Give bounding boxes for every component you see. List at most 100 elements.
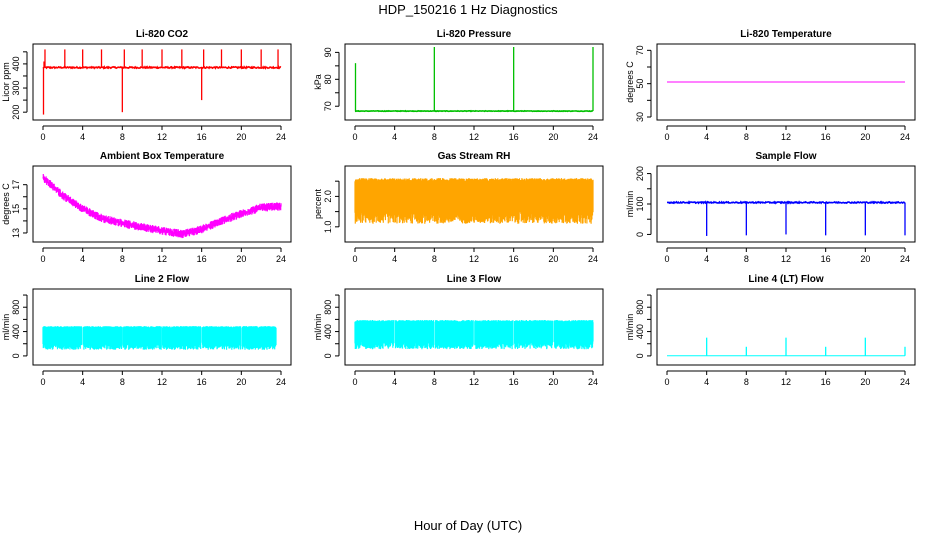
series-line xyxy=(42,49,282,115)
y-axis: 200 300 400 xyxy=(11,51,28,120)
x-tick-label: 20 xyxy=(236,132,246,142)
plot-frame xyxy=(32,288,292,366)
x-tick-label: 16 xyxy=(509,132,519,142)
x-tick-label: 8 xyxy=(744,254,749,264)
y-tick-label: 17 xyxy=(11,180,21,190)
plot-frame xyxy=(656,165,916,243)
x-tick-label: 20 xyxy=(548,377,558,387)
x-tick-label: 16 xyxy=(197,254,207,264)
panel-9: Line 4 (LT) Flow ml/min 0 4 8 12 16 20 24 0 400 800 xyxy=(625,274,916,387)
y-tick-label: 1.0 xyxy=(323,221,333,234)
panel-title: Sample Flow xyxy=(755,151,816,162)
y-tick-label: 400 xyxy=(11,324,21,339)
x-tick-label: 8 xyxy=(120,254,125,264)
plot-frame xyxy=(344,43,604,121)
x-tick-label: 0 xyxy=(40,132,45,142)
panel-title: Ambient Box Temperature xyxy=(100,151,225,162)
series-line xyxy=(667,200,906,236)
y-axis-label: ml/min xyxy=(1,314,11,341)
x-tick-label: 24 xyxy=(588,132,598,142)
x-tick-label: 8 xyxy=(432,377,437,387)
y-axis-label: ml/min xyxy=(625,191,635,218)
y-tick-label: 15 xyxy=(11,204,21,214)
panel-title: Line 4 (LT) Flow xyxy=(748,274,824,285)
y-tick-label: 0 xyxy=(323,353,333,358)
plot-frame xyxy=(32,43,292,121)
series-line xyxy=(354,178,594,224)
x-tick-label: 4 xyxy=(704,254,709,264)
series-band xyxy=(354,178,594,224)
x-tick-label: 4 xyxy=(392,254,397,264)
page-title: HDP_150216 1 Hz Diagnostics xyxy=(378,2,558,17)
x-tick-label: 20 xyxy=(236,377,246,387)
y-axis-label: ml/min xyxy=(625,314,635,341)
x-tick-label: 16 xyxy=(821,132,831,142)
x-tick-label: 12 xyxy=(469,254,479,264)
x-tick-label: 0 xyxy=(352,377,357,387)
panel-2: Li-820 Pressure kPa 0 4 8 12 16 20 24 70 80 90 xyxy=(313,29,604,142)
x-tick-label: 4 xyxy=(80,377,85,387)
x-tick-label: 12 xyxy=(157,132,167,142)
x-tick-label: 8 xyxy=(432,132,437,142)
x-tick-label: 16 xyxy=(821,254,831,264)
x-tick-label: 24 xyxy=(900,254,910,264)
y-tick-label: 2.0 xyxy=(323,190,333,203)
x-axis: 0 4 8 12 16 20 24 xyxy=(40,370,286,387)
x-tick-label: 4 xyxy=(392,132,397,142)
x-axis: 0 4 8 12 16 20 24 xyxy=(664,125,910,142)
plot-frame xyxy=(344,288,604,366)
y-tick-label: 200 xyxy=(635,166,645,181)
y-axis-label: ml/min xyxy=(313,314,323,341)
x-tick-label: 16 xyxy=(821,377,831,387)
series-line xyxy=(667,337,906,357)
x-tick-label: 4 xyxy=(392,377,397,387)
x-tick-label: 24 xyxy=(900,377,910,387)
y-axis: 1.0 2.0 xyxy=(323,180,340,234)
x-axis: 0 4 8 12 16 20 24 xyxy=(664,370,910,387)
x-tick-label: 24 xyxy=(588,377,598,387)
x-tick-label: 12 xyxy=(157,254,167,264)
panel-6: Sample Flow ml/min 0 4 8 12 16 20 24 0 100 200 xyxy=(625,151,916,264)
x-tick-label: 8 xyxy=(120,377,125,387)
y-tick-label: 90 xyxy=(323,47,333,57)
panel-1: Li-820 CO2 Licor ppm 0 4 8 12 16 20 24 200 300 400 xyxy=(1,29,292,142)
series-line xyxy=(354,320,594,350)
x-tick-label: 24 xyxy=(900,132,910,142)
y-axis: 0 400 800 xyxy=(11,294,28,358)
panel-title: Li-820 CO2 xyxy=(136,29,189,40)
x-tick-label: 12 xyxy=(469,377,479,387)
y-tick-label: 70 xyxy=(635,45,645,55)
x-tick-label: 4 xyxy=(80,254,85,264)
y-axis-label: degrees C xyxy=(1,183,11,225)
x-axis: 0 4 8 12 16 20 24 xyxy=(352,370,598,387)
series-band xyxy=(42,326,277,350)
y-tick-label: 400 xyxy=(635,324,645,339)
series-baseline xyxy=(354,109,594,113)
series-band xyxy=(354,320,594,350)
y-tick-label: 800 xyxy=(11,300,21,315)
panel-title: Line 2 Flow xyxy=(135,274,190,285)
x-tick-label: 12 xyxy=(157,377,167,387)
x-tick-label: 12 xyxy=(781,377,791,387)
x-tick-label: 0 xyxy=(40,377,45,387)
x-tick-label: 8 xyxy=(744,377,749,387)
y-tick-label: 0 xyxy=(11,353,21,358)
x-axis: 0 4 8 12 16 20 24 xyxy=(664,247,910,264)
x-tick-label: 20 xyxy=(860,377,870,387)
x-tick-label: 16 xyxy=(509,254,519,264)
x-tick-label: 24 xyxy=(276,254,286,264)
panel-4: Ambient Box Temperature degrees C 0 4 8 12 16 2… xyxy=(1,151,292,264)
panel-title: Li-820 Temperature xyxy=(740,29,832,40)
series-line xyxy=(354,47,594,113)
plot-frame xyxy=(656,288,916,366)
x-tick-label: 20 xyxy=(860,132,870,142)
x-tick-label: 4 xyxy=(704,132,709,142)
y-tick-label: 300 xyxy=(11,81,21,96)
x-tick-label: 20 xyxy=(548,132,558,142)
x-tick-label: 8 xyxy=(744,132,749,142)
plot-frame xyxy=(656,43,916,121)
y-axis: 30 50 70 xyxy=(635,45,652,122)
y-axis: 0 100 200 xyxy=(635,166,652,237)
x-tick-label: 0 xyxy=(664,254,669,264)
y-tick-label: 80 xyxy=(323,74,333,84)
